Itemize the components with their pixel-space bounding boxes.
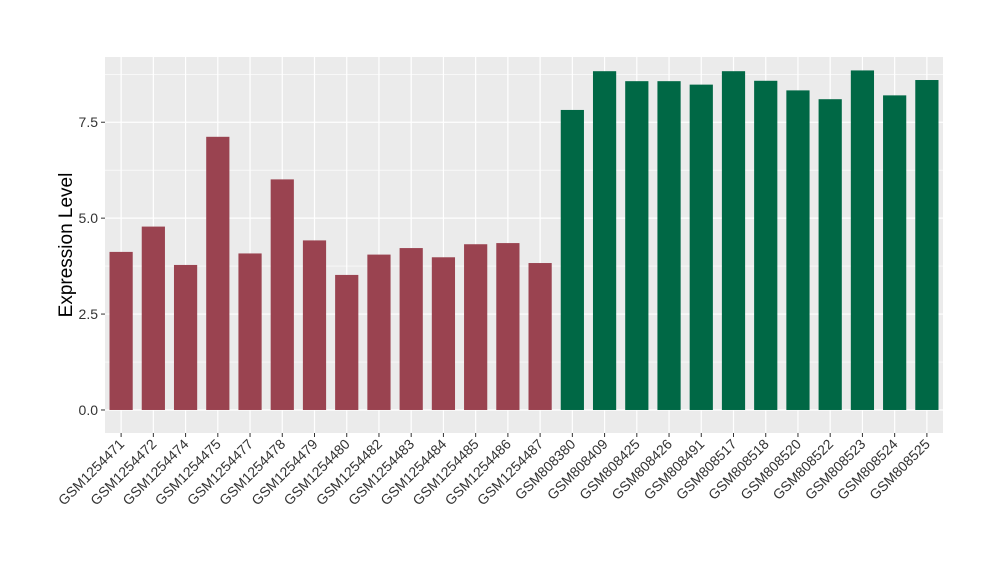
bar-GSM808517	[721, 71, 746, 410]
bars	[109, 70, 939, 410]
bar-GSM808525	[915, 80, 939, 410]
bar-GSM1254471	[109, 251, 133, 410]
bar-GSM1254484	[431, 257, 456, 410]
bar-GSM808523	[850, 70, 875, 410]
bar-GSM808518	[754, 80, 778, 410]
bar-GSM1254480	[335, 274, 359, 410]
bar-GSM1254483	[399, 248, 423, 410]
bar-GSM808426	[657, 81, 681, 410]
y-tick-label: 0.0	[79, 402, 99, 418]
y-axis-title: Expression Level	[56, 173, 77, 318]
bar-GSM1254487	[528, 263, 552, 410]
bar-GSM808522	[818, 99, 842, 410]
y-tick-label: 7.5	[79, 114, 99, 130]
bar-GSM1254472	[141, 226, 165, 410]
bar-GSM1254474	[173, 264, 198, 410]
bar-GSM1254477	[238, 253, 262, 410]
bar-GSM808380	[560, 109, 584, 410]
bar-GSM1254486	[496, 243, 520, 410]
x-axis: GSM1254471GSM1254472GSM1254474GSM1254475…	[55, 433, 933, 508]
y-tick-label: 5.0	[79, 210, 99, 226]
bar-GSM808409	[592, 71, 617, 410]
bar-GSM1254482	[367, 254, 391, 410]
bar-GSM1254485	[464, 244, 488, 410]
bar-GSM1254479	[302, 240, 327, 410]
y-axis: 0.0 2.5 5.0 7.5	[79, 114, 105, 418]
y-tick-label: 2.5	[79, 306, 99, 322]
bar-GSM1254478	[270, 179, 294, 410]
bar-GSM808520	[786, 90, 810, 410]
bar-GSM1254475	[206, 136, 230, 410]
plot-panel	[105, 57, 943, 433]
bar-GSM808524	[883, 95, 907, 410]
bar-GSM808491	[689, 84, 713, 410]
bar-GSM808425	[625, 81, 649, 410]
